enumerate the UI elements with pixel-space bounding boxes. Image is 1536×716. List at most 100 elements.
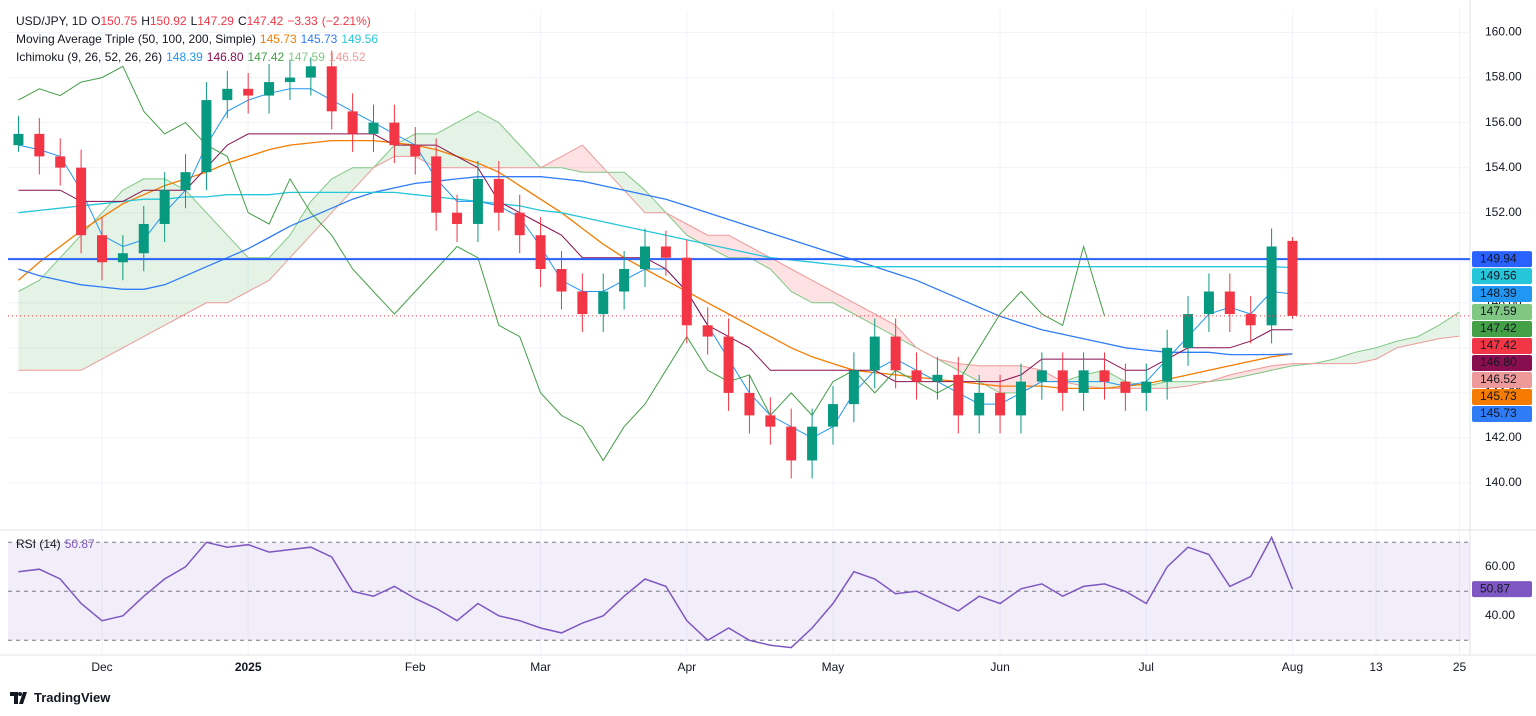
candle-body (1120, 381, 1131, 393)
price-label-box (1472, 406, 1532, 423)
cloud-segment (1229, 370, 1251, 380)
candle-body (159, 190, 170, 224)
ichimoku-value: 146.80 (206, 50, 244, 64)
moving-average-title: Moving Average Triple (50, 100, 200, Sim… (16, 32, 256, 46)
cloud-segment (60, 235, 82, 371)
cloud-segment (1417, 325, 1439, 344)
rsi-value: 50.87 (65, 537, 95, 551)
ichimoku-line (18, 133, 1293, 383)
ichimoku-line (18, 65, 1105, 462)
cloud-segment (101, 190, 123, 360)
cloud-segment (749, 246, 771, 269)
candle-body (723, 336, 734, 393)
price-label-box (1472, 268, 1532, 285)
candle-body (431, 156, 442, 213)
x-tick-label: 13 (1369, 660, 1383, 674)
cloud-segment (1376, 341, 1397, 360)
y-tick-label: 140.00 (1485, 475, 1522, 489)
candle-body (1078, 370, 1089, 393)
candle-body (76, 167, 87, 236)
price-label-box (1472, 372, 1532, 389)
change: −3.33 (287, 14, 318, 28)
price-label: 146.80 (1480, 355, 1517, 369)
moving-average-line (18, 191, 1293, 269)
x-tick-label: Feb (405, 660, 426, 674)
candle-body (807, 426, 818, 461)
ohlc-label: O (91, 14, 101, 28)
ohlc-value: 147.42 (246, 14, 284, 28)
candle-body (472, 178, 483, 224)
candle-body (326, 66, 337, 112)
rsi-title-text: RSI (14) (16, 537, 61, 551)
ohlc-label: L (190, 14, 198, 28)
x-tick-label: Apr (677, 660, 696, 674)
cloud-segment (457, 111, 478, 168)
cloud-segment (498, 122, 520, 168)
ohlc-value: 150.75 (100, 14, 138, 28)
cloud-line (18, 110, 1460, 394)
moving-average-value: 145.73 (300, 32, 338, 46)
candle-body (702, 325, 713, 337)
ichimoku-title: Ichimoku (9, 26, 52, 26, 26) (16, 50, 163, 64)
candle-body (180, 172, 191, 191)
price-label-box (1472, 581, 1532, 598)
price-label-box (1472, 389, 1532, 406)
candle-body (1141, 381, 1152, 393)
cloud-segment (143, 178, 165, 337)
logo: TradingView (10, 690, 110, 705)
candle-body (389, 122, 400, 146)
price-label-box (1472, 355, 1532, 372)
candle-body (493, 178, 504, 213)
candle-body (201, 100, 212, 173)
price-label-box (1472, 304, 1532, 321)
candle-body (619, 269, 630, 292)
price-label-box (1472, 285, 1532, 302)
cloud-segment (1355, 347, 1377, 364)
candle-body (827, 404, 838, 427)
price-label: 50.87 (1480, 581, 1510, 595)
candle-body (368, 122, 379, 134)
y-tick-label: 154.00 (1485, 160, 1522, 174)
cloud-segment (1062, 374, 1084, 387)
candle-body (681, 257, 692, 326)
candle-body (869, 336, 880, 371)
y-tick-label: 156.00 (1485, 115, 1522, 129)
cloud-segment (81, 212, 102, 371)
ichimoku-value: 148.39 (166, 50, 203, 64)
legend: USD/JPY, 1D O150.75 H150.92 L147.29 C147.42−… (16, 12, 382, 66)
cloud-segment (1396, 336, 1418, 348)
cloud-segment (18, 280, 40, 371)
cloud-segment (39, 257, 61, 371)
candle-body (848, 370, 859, 405)
candle-body (13, 133, 24, 146)
x-tick-label: Jun (990, 660, 1009, 674)
candle-body (660, 246, 671, 258)
price-label-box (1472, 338, 1532, 355)
cloud-segment (310, 178, 332, 236)
candle-body (1162, 347, 1173, 382)
cloud-segment (185, 190, 207, 315)
logo-icon (10, 691, 27, 704)
cloud-segment (979, 365, 1001, 393)
candle-body (744, 392, 755, 416)
cloud-segment (331, 167, 353, 213)
candle-body (1245, 314, 1256, 326)
price-label: 147.42 (1480, 321, 1517, 335)
candle-body (514, 212, 525, 236)
cloud-segment (1146, 381, 1168, 389)
ohlc-label: H (141, 14, 150, 28)
candle-body (410, 145, 421, 157)
moving-average-value: 145.73 (259, 32, 297, 46)
candle-body (305, 66, 316, 78)
cloud-segment (477, 111, 499, 168)
price-label: 149.94 (1480, 251, 1517, 265)
candle-body (1203, 291, 1214, 315)
cloud-segment (728, 235, 750, 258)
candle-body (598, 291, 609, 315)
x-tick-label: Aug (1282, 660, 1303, 674)
candle-body (786, 426, 797, 461)
cloud-segment (1250, 365, 1272, 375)
legend-row: USD/JPY, 1D O150.75 H150.92 L147.29 C147.42−… (16, 12, 382, 30)
cloud-segment (206, 212, 228, 303)
